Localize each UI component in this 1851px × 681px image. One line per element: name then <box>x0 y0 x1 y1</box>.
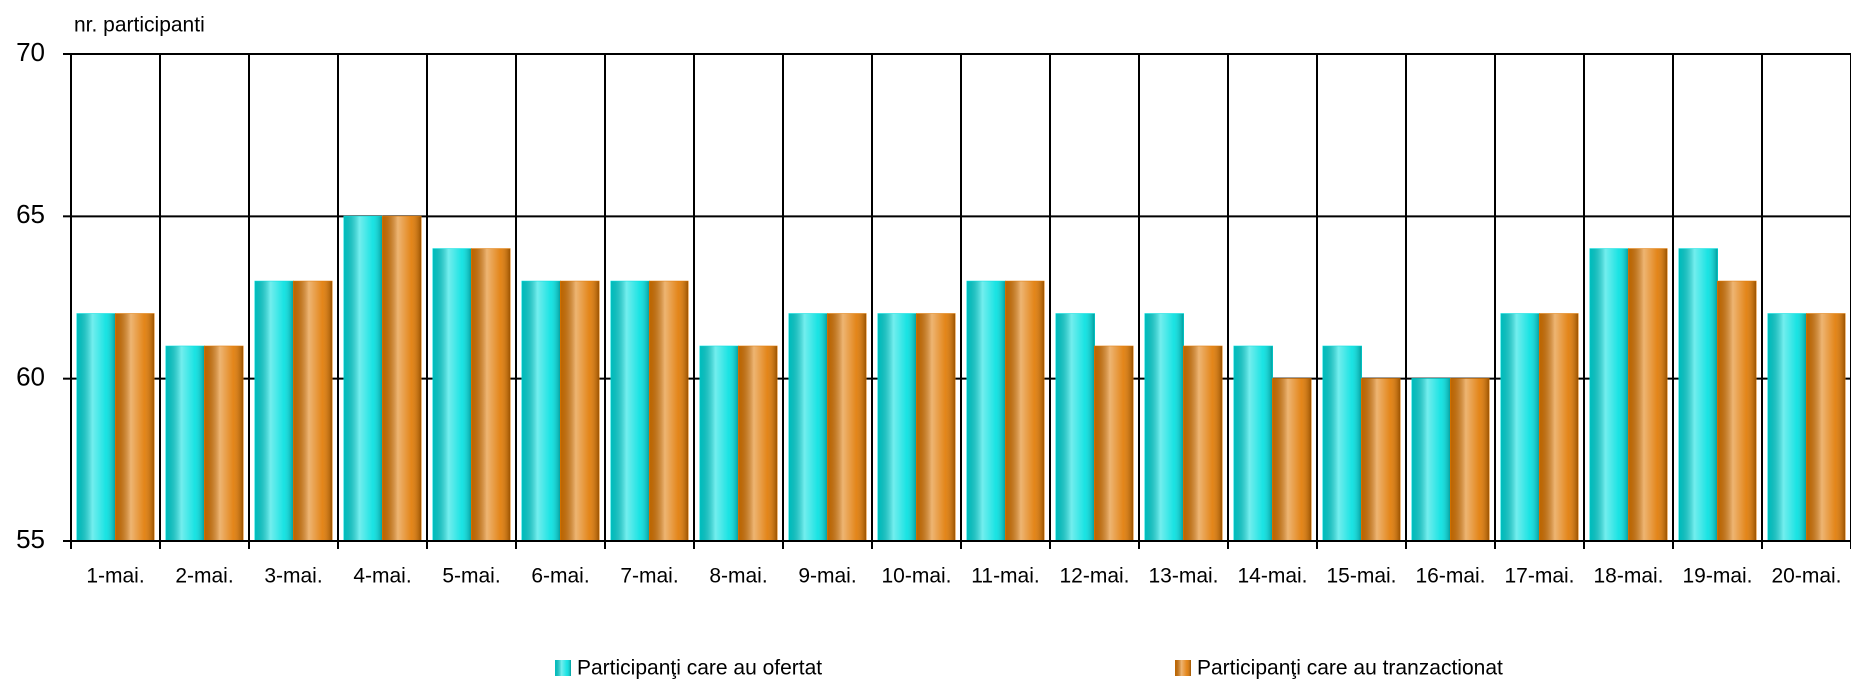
x-tick-label: 11-mai. <box>971 565 1039 588</box>
legend-swatch-shade <box>555 660 571 676</box>
x-tick-label: 1-mai. <box>86 565 144 588</box>
bar-shade <box>1717 281 1756 541</box>
bar-shade <box>471 248 510 542</box>
bar-shade <box>382 216 421 542</box>
bar-shade <box>166 346 205 541</box>
x-tick-label: 6-mai. <box>531 565 589 588</box>
bar-shade <box>878 313 917 541</box>
y-axis-label: nr. participanti <box>74 14 205 37</box>
bar-shade <box>1094 346 1133 541</box>
bar-shade <box>916 313 955 541</box>
x-tick-label: 4-mai. <box>353 565 411 588</box>
y-tick-label: 60 <box>16 362 45 392</box>
x-tick-label: 15-mai. <box>1326 565 1396 588</box>
bar-shade <box>433 248 472 542</box>
x-tick-label: 2-mai. <box>175 565 233 588</box>
bar-shade <box>827 313 866 541</box>
x-tick-label: 16-mai. <box>1415 565 1485 588</box>
bar-shade <box>1323 346 1362 541</box>
x-tick-label: 17-mai. <box>1504 565 1574 588</box>
bar-shade <box>1234 346 1273 541</box>
x-tick-label: 5-mai. <box>442 565 500 588</box>
x-tick-label: 10-mai. <box>881 565 951 588</box>
x-tick-label: 12-mai. <box>1059 565 1129 588</box>
bar-shade <box>789 313 828 541</box>
x-tick-label: 8-mai. <box>709 565 767 588</box>
bar-shade <box>115 313 154 541</box>
bar-shade <box>1145 313 1184 541</box>
bar-shade <box>1628 248 1667 542</box>
bar-shade <box>738 346 777 541</box>
x-tick-label: 14-mai. <box>1237 565 1307 588</box>
bar-shade <box>1272 378 1311 541</box>
bar-shade <box>1056 313 1095 541</box>
bar-shade <box>344 216 383 542</box>
bar-shade <box>1768 313 1807 541</box>
bar-shade <box>611 281 650 541</box>
bar-shade <box>700 346 739 541</box>
bar-shade <box>1501 313 1540 541</box>
x-tick-label: 13-mai. <box>1148 565 1218 588</box>
y-tick-label: 70 <box>16 37 45 67</box>
legend-label: Participanţi care au ofertat <box>577 657 822 680</box>
bar-shade <box>1450 378 1489 541</box>
bar-shade <box>1361 378 1400 541</box>
bar-shade <box>1679 248 1718 542</box>
y-tick-label: 55 <box>16 524 45 554</box>
bar-shade <box>967 281 1006 541</box>
y-tick-label: 65 <box>16 199 45 229</box>
bar-shade <box>1539 313 1578 541</box>
x-tick-label: 19-mai. <box>1682 565 1752 588</box>
bar-shade <box>1005 281 1044 541</box>
legend-label: Participanţi care au tranzactionat <box>1197 657 1503 680</box>
x-tick-label: 3-mai. <box>264 565 322 588</box>
bar-shade <box>77 313 116 541</box>
bar-shade <box>293 281 332 541</box>
bar-shade <box>204 346 243 541</box>
bar-shade <box>522 281 561 541</box>
bar-shade <box>255 281 294 541</box>
bar-shade <box>560 281 599 541</box>
x-tick-label: 18-mai. <box>1593 565 1663 588</box>
x-tick-label: 7-mai. <box>620 565 678 588</box>
legend-swatch-shade <box>1175 660 1191 676</box>
bar-shade <box>1412 378 1451 541</box>
x-tick-label: 20-mai. <box>1771 565 1841 588</box>
bar-shade <box>649 281 688 541</box>
bar-shade <box>1183 346 1222 541</box>
bar-shade <box>1590 248 1629 542</box>
bar-shade <box>1806 313 1845 541</box>
x-tick-label: 9-mai. <box>798 565 856 588</box>
